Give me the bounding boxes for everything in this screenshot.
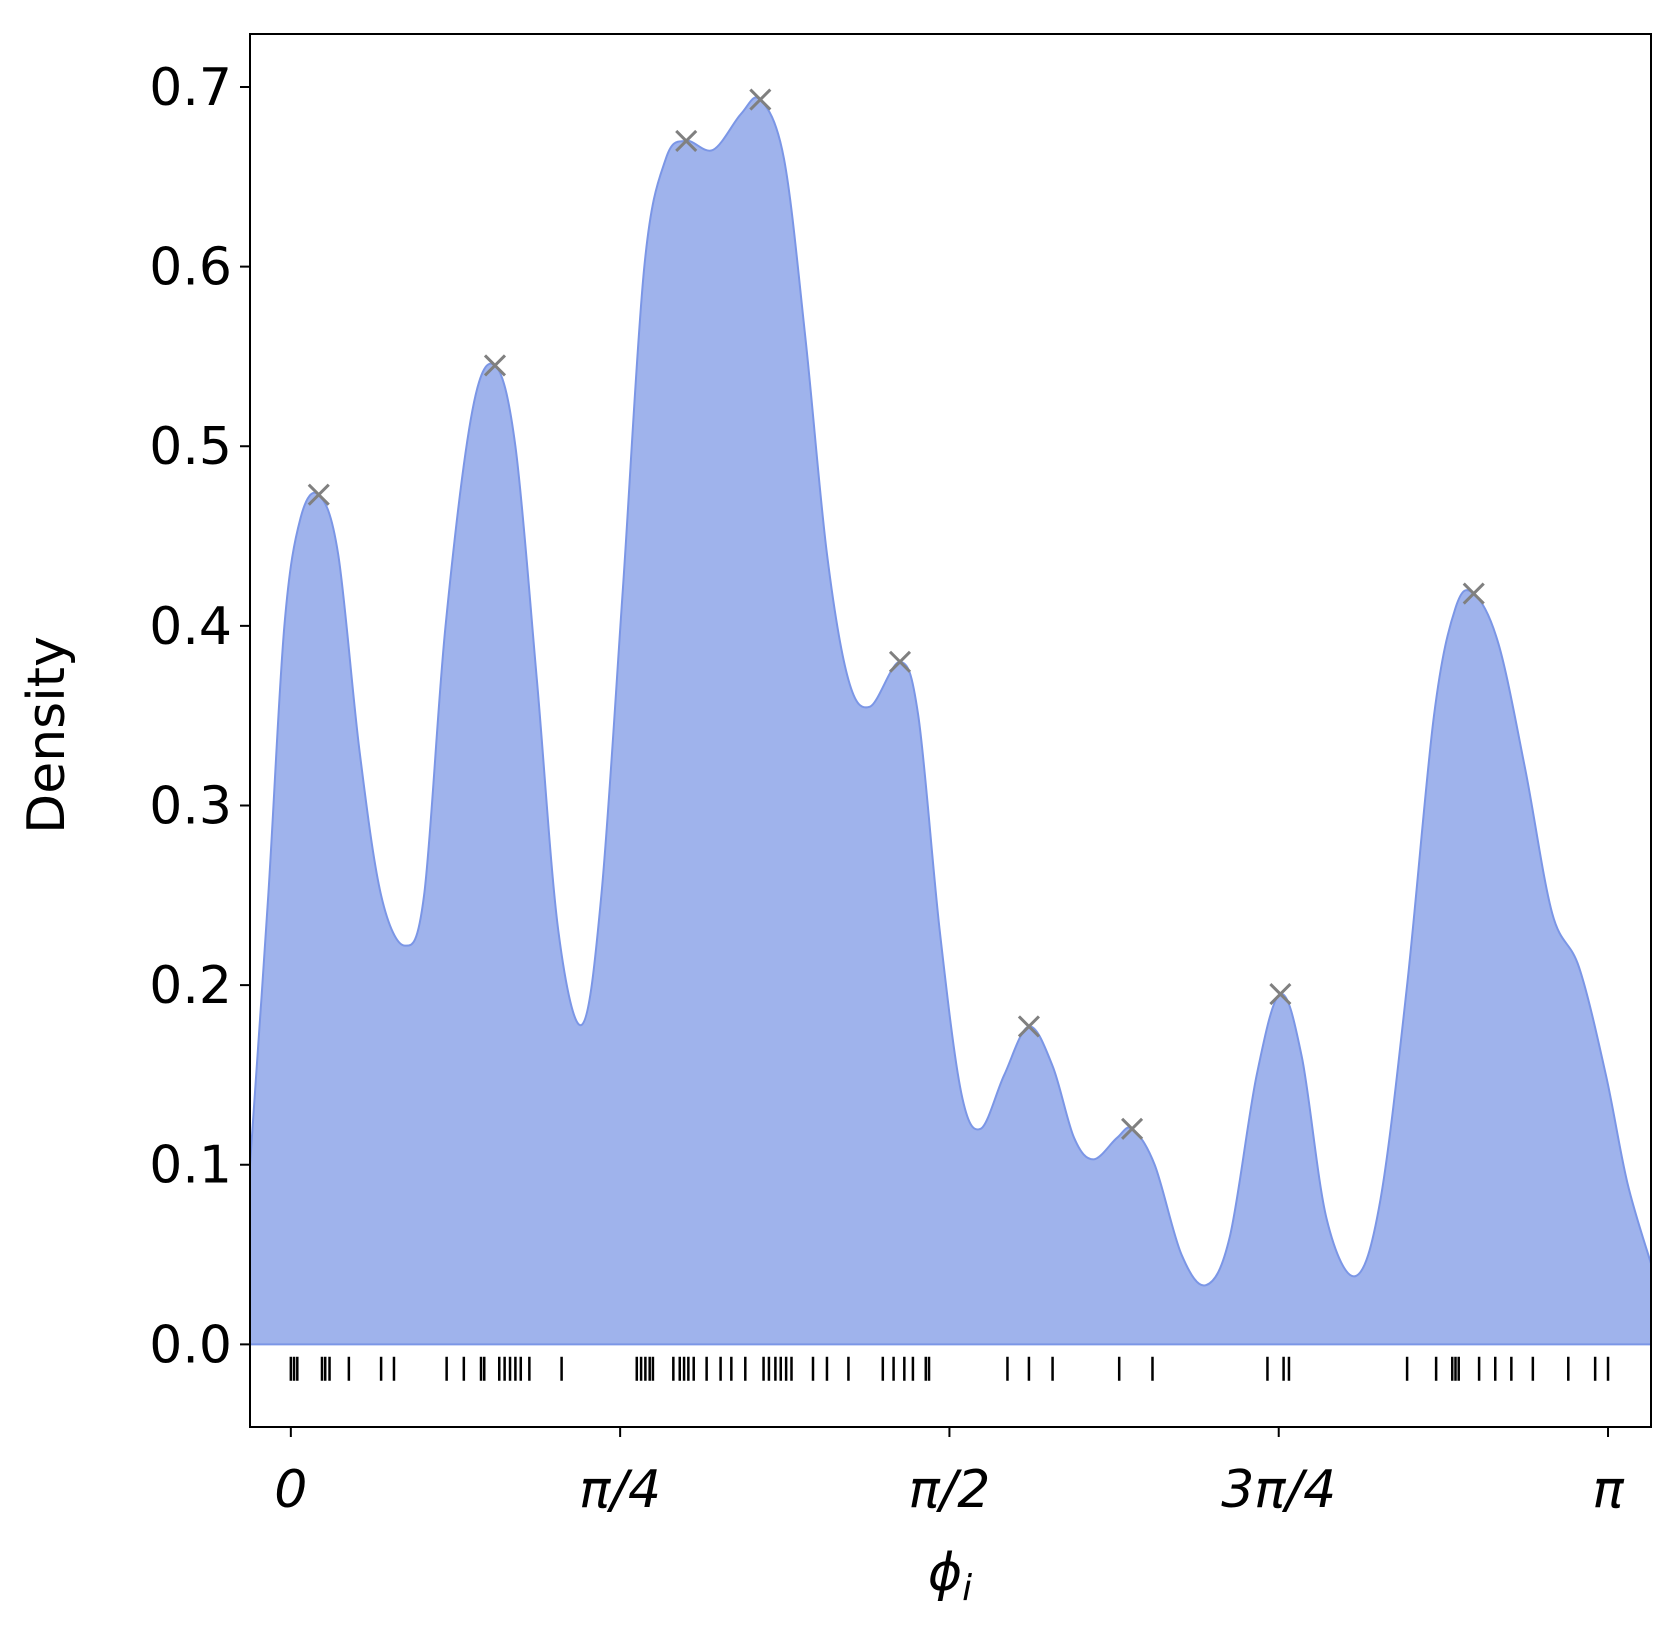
peak-marker [1462,582,1485,605]
peak-marker [483,354,507,377]
peak-marker [1121,1117,1144,1140]
density-line [249,96,1652,1287]
x-tick-label: π/4 [579,1460,661,1520]
x-tick-label: π [1592,1460,1624,1520]
peak-marker [749,88,772,111]
y-axis-label: Density [17,636,77,834]
peak-marker [675,129,698,152]
peak-marker [1017,1015,1040,1038]
x-axis-label-symbol: ϕ [928,1543,962,1603]
peak-marker [307,483,330,506]
y-tick-label: 0.1 [149,1136,232,1196]
y-tick-label: 0.3 [149,776,232,836]
y-tick-label: 0.4 [149,597,232,657]
y-tick-label: 0.7 [149,58,232,118]
x-tick-label: 0 [274,1460,307,1520]
axes-frame [249,33,1652,1428]
x-axis-label: ϕi [928,1543,972,1609]
y-tick-label: 0.0 [149,1315,232,1375]
peak-marker [1269,983,1292,1006]
density-area [250,97,1651,1345]
x-axis-label-subscript: i [962,1568,972,1609]
y-tick-label: 0.2 [149,956,232,1016]
y-tick-label: 0.5 [149,417,232,477]
peak-marker [888,650,912,673]
x-tick-label: 3π/4 [1221,1460,1336,1520]
y-tick-label: 0.6 [149,238,232,298]
x-tick-label: π/2 [908,1460,990,1520]
